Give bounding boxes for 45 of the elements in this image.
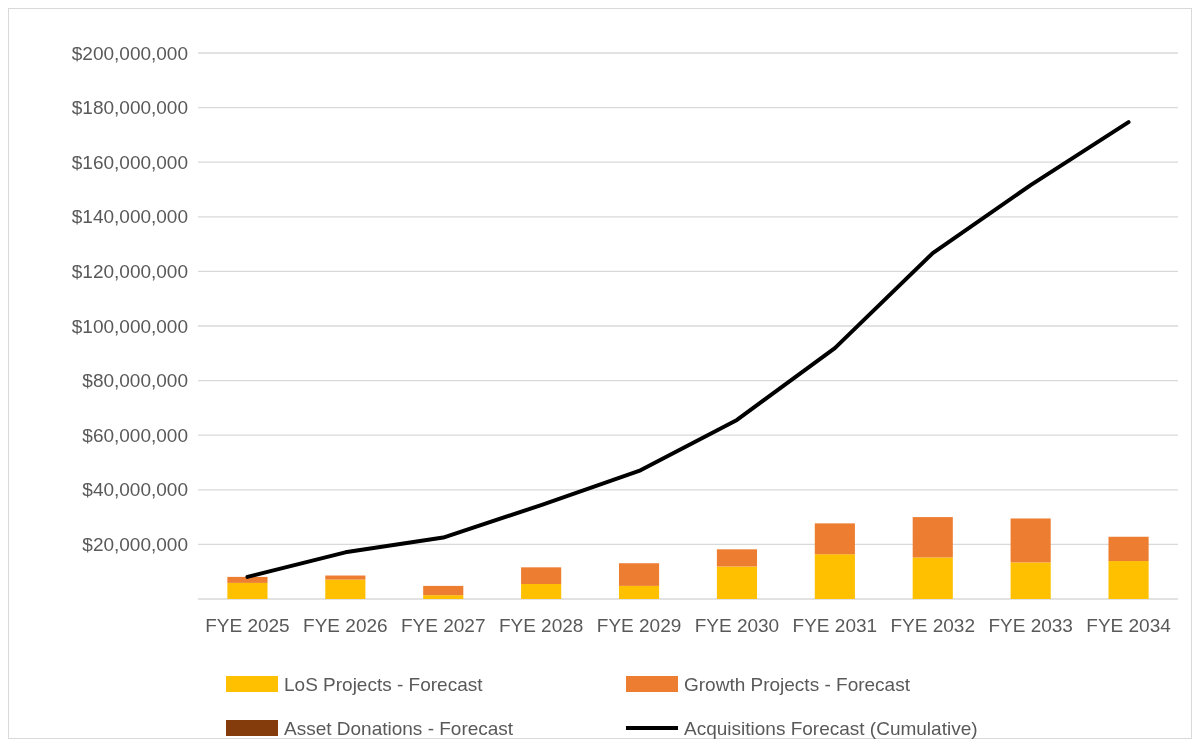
x-tick-label: FYE 2027 bbox=[400, 615, 486, 636]
legend-label: Growth Projects - Forecast bbox=[684, 673, 911, 695]
y-tick-label: $200,000,000 bbox=[71, 42, 188, 64]
y-tick-label: $20,000,000 bbox=[82, 534, 188, 556]
x-tick-label: FYE 2028 bbox=[498, 615, 584, 636]
bar bbox=[618, 563, 660, 586]
bar bbox=[325, 575, 366, 580]
x-tick-label: FYE 2033 bbox=[988, 615, 1073, 636]
bar bbox=[912, 517, 953, 558]
legend-label: LoS Projects - Forecast bbox=[284, 673, 484, 695]
x-tick-label: FYE 2025 bbox=[205, 615, 290, 636]
y-tick-label: $140,000,000 bbox=[71, 206, 188, 228]
y-tick-label: $120,000,000 bbox=[71, 261, 188, 283]
y-tick-label: $100,000,000 bbox=[71, 315, 188, 337]
bar bbox=[1010, 518, 1051, 563]
bar bbox=[814, 523, 855, 555]
x-tick-label: FYE 2034 bbox=[1086, 615, 1172, 636]
bar bbox=[521, 583, 562, 599]
bar bbox=[423, 595, 464, 599]
legend-label: Asset Donations - Forecast bbox=[284, 717, 514, 739]
x-tick-label: FYE 2032 bbox=[890, 615, 976, 636]
bar bbox=[716, 549, 758, 567]
y-tick-label: $80,000,000 bbox=[82, 370, 188, 392]
y-tick-label: $180,000,000 bbox=[71, 97, 188, 119]
bar bbox=[1108, 561, 1149, 599]
bar bbox=[912, 557, 953, 599]
bar bbox=[1108, 536, 1149, 562]
x-tick-label: FYE 2029 bbox=[596, 615, 682, 636]
bar bbox=[227, 576, 268, 583]
y-tick-label: $160,000,000 bbox=[71, 151, 188, 173]
bar bbox=[521, 567, 562, 584]
bar bbox=[423, 585, 464, 596]
bar bbox=[325, 579, 366, 599]
x-tick-label: FYE 2026 bbox=[303, 615, 388, 636]
legend-label: Acquisitions Forecast (Cumulative) bbox=[684, 717, 978, 739]
line-series bbox=[245, 120, 1131, 579]
bar bbox=[618, 585, 660, 599]
x-tick-label: FYE 2031 bbox=[792, 615, 878, 636]
y-tick-label: $40,000,000 bbox=[82, 479, 188, 501]
y-tick-label: $60,000,000 bbox=[82, 424, 188, 446]
x-tick-label: FYE 2030 bbox=[694, 615, 780, 636]
bar bbox=[716, 566, 758, 599]
bar bbox=[227, 582, 268, 599]
bar bbox=[814, 554, 855, 599]
bar bbox=[1010, 562, 1051, 599]
